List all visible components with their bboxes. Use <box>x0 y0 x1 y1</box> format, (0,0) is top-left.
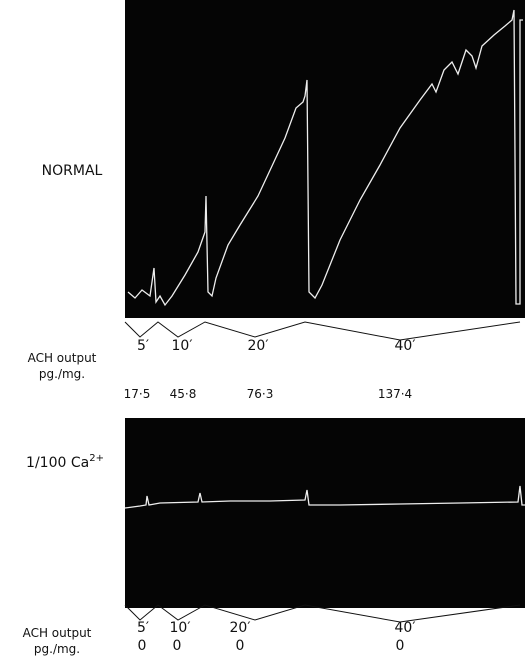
output-label: ACH output <box>28 351 97 365</box>
recording-top <box>125 0 525 318</box>
output-unit: pg./mg. <box>39 367 85 381</box>
output-unit: pg./mg. <box>34 642 80 656</box>
output-value: 137·4 <box>378 387 412 401</box>
figure: NORMAL 5′ 10′ 20′ 40′ ACH output pg./mg.… <box>0 0 525 663</box>
recording-bottom <box>125 418 525 608</box>
panel-label: 1/100 Ca2+ <box>26 453 104 471</box>
interval: 40′ <box>395 620 416 636</box>
output-value: 0 <box>396 638 405 654</box>
interval: 5′ <box>137 338 149 354</box>
panel-label-text: 1/100 Ca <box>26 455 89 471</box>
output-value: 0 <box>236 638 245 654</box>
output-value: 0 <box>138 638 147 654</box>
output-label: ACH output <box>23 626 92 640</box>
output-value: 17·5 <box>124 387 151 401</box>
interval: 10′ <box>172 338 193 354</box>
interval: 40′ <box>395 338 416 354</box>
panel-label-sup: 2+ <box>89 453 104 464</box>
interval: 10′ <box>170 620 191 636</box>
output-value: 45·8 <box>170 387 197 401</box>
output-value: 0 <box>173 638 182 654</box>
panel-label: NORMAL <box>42 163 103 179</box>
interval: 20′ <box>248 338 269 354</box>
page: NORMAL 5′ 10′ 20′ 40′ ACH output pg./mg.… <box>0 0 525 663</box>
output-value: 76·3 <box>247 387 274 401</box>
interval: 20′ <box>230 620 251 636</box>
interval: 5′ <box>137 620 149 636</box>
